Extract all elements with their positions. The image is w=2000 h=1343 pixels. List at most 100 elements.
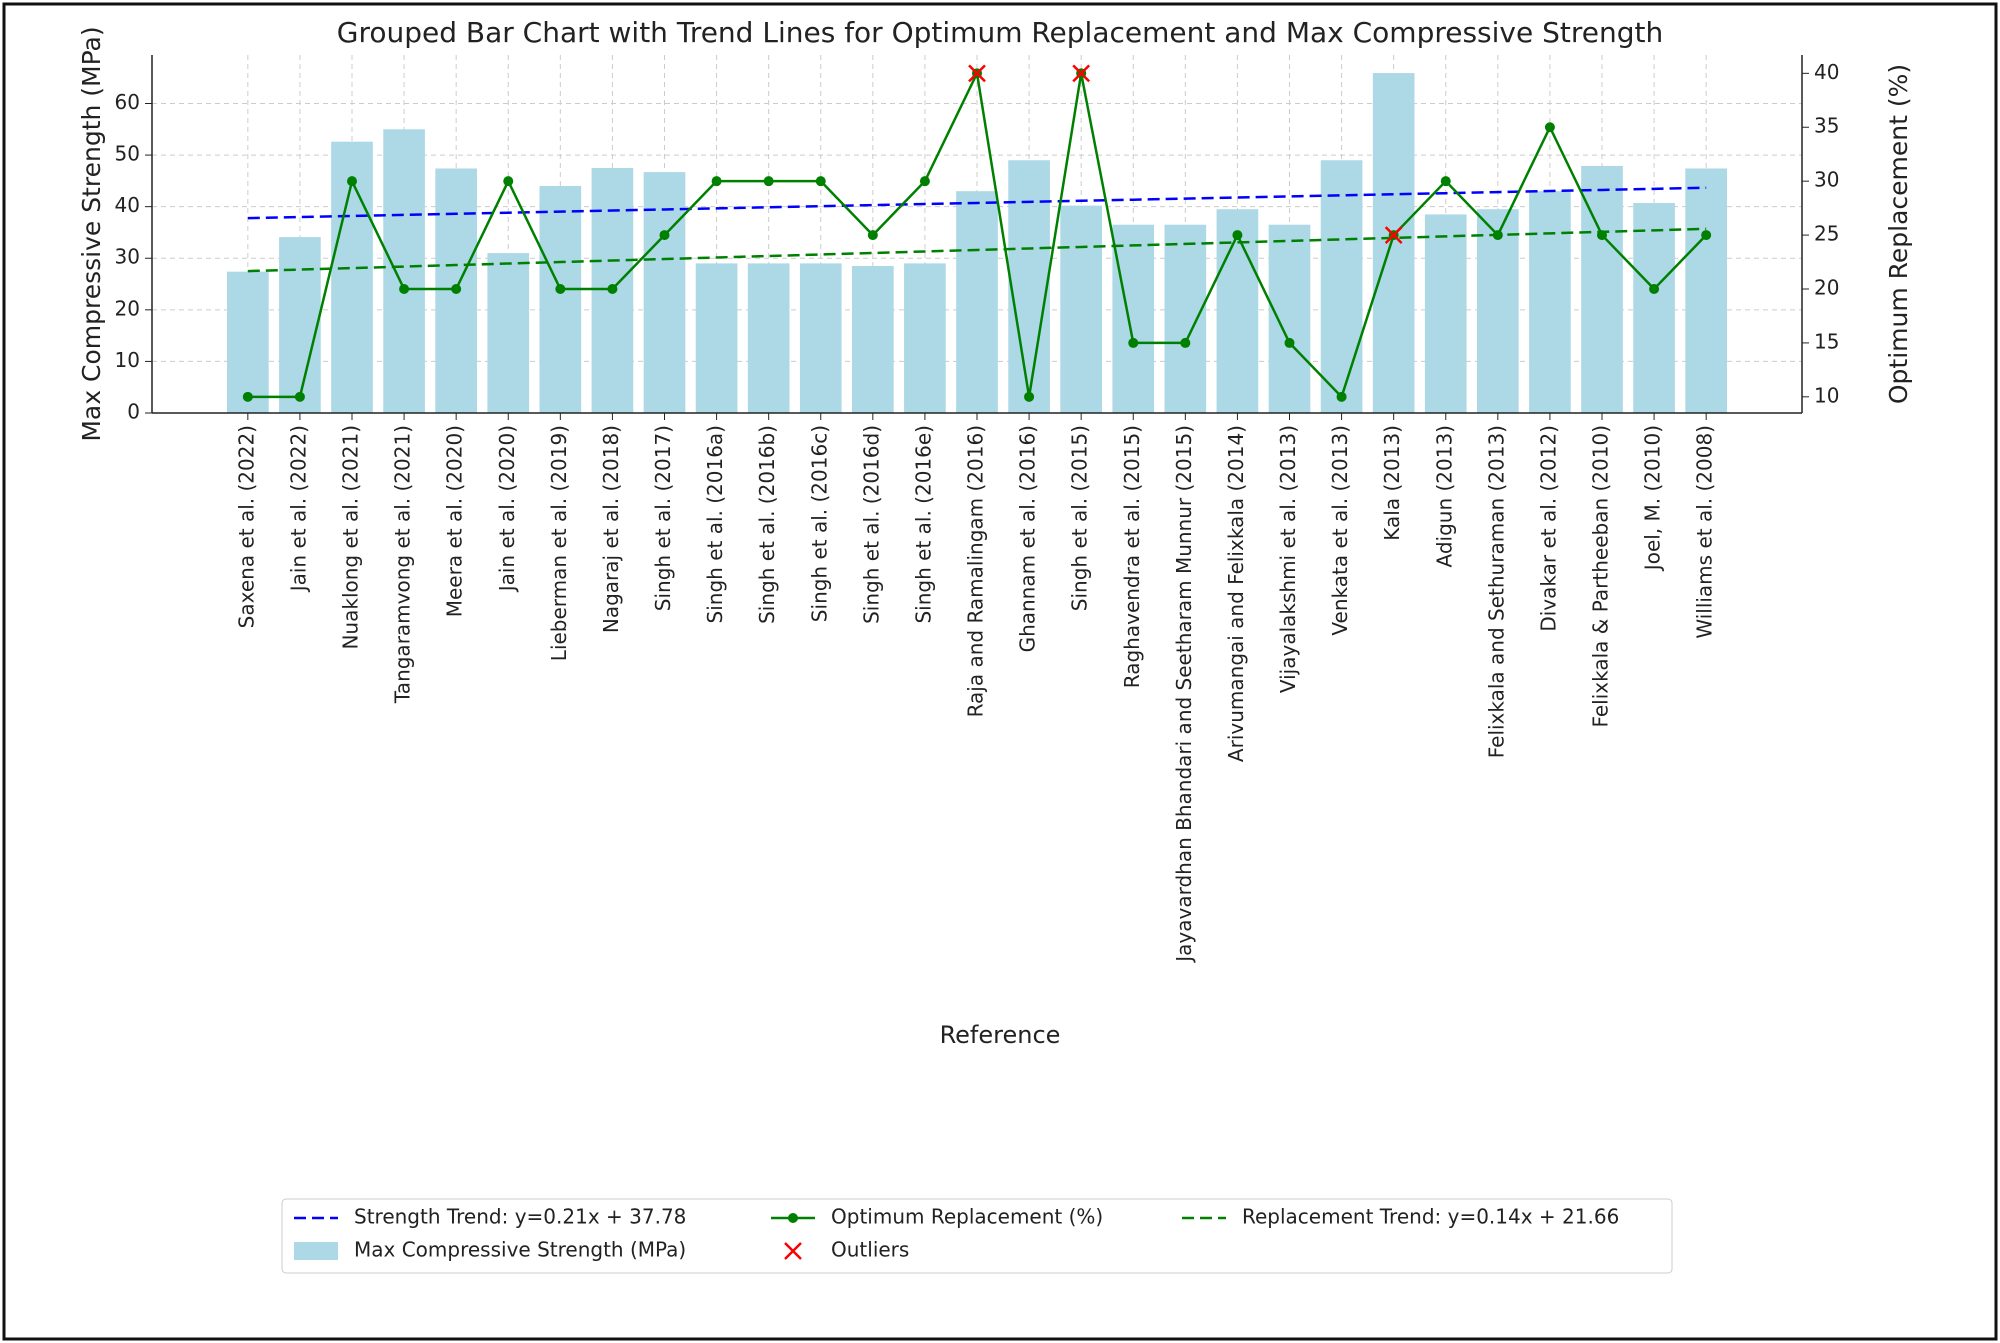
- x-tick-label: Divakar et al. (2012): [1536, 425, 1560, 632]
- bar: [695, 263, 738, 413]
- legend: Strength Trend: y=0.21x + 37.78 Max Compr…: [281, 1198, 1673, 1274]
- legend-box: [281, 1198, 1673, 1274]
- y2-axis-label: Optimum Replacement (%): [1884, 64, 1913, 404]
- point: [503, 176, 514, 187]
- bar: [1268, 224, 1311, 413]
- y-tick-label: 20: [115, 296, 140, 320]
- bar: [904, 263, 946, 413]
- x-tick-label: Saxena et al. (2022): [234, 425, 258, 628]
- legend-label: Max Compressive Strength (MPa): [354, 1238, 686, 1262]
- x-tick-label: Jain et al. (2020): [495, 425, 519, 593]
- y2-tick-label: 40: [1814, 60, 1839, 84]
- legend-label: Optimum Replacement (%): [831, 1205, 1103, 1229]
- bar: [383, 129, 425, 414]
- point: [1232, 230, 1243, 241]
- point: [763, 176, 774, 187]
- bar: [331, 141, 373, 413]
- legend-label: Replacement Trend: y=0.14x + 21.66: [1242, 1205, 1619, 1229]
- x-tick-label: Jayavardhan Bhandari and Seetharam Munnu…: [1172, 425, 1196, 964]
- point: [1701, 230, 1712, 241]
- x-tick-label: Singh et al. (2016b): [755, 425, 779, 624]
- x-tick-label: Felixkala & Partheeban (2010): [1589, 425, 1613, 728]
- bar: [1372, 73, 1415, 414]
- point: [919, 176, 930, 187]
- point: [1180, 337, 1191, 348]
- point: [815, 176, 826, 187]
- point: [1544, 122, 1555, 133]
- x-tick-label: Lieberman et al. (2019): [547, 425, 571, 661]
- bar: [487, 253, 530, 413]
- x-tick-label: Nagaraj et al. (2018): [599, 425, 623, 633]
- point: [1336, 391, 1347, 402]
- y-tick-label: 0: [127, 400, 140, 424]
- bar: [643, 172, 686, 413]
- y2-tick-label: 25: [1814, 222, 1839, 246]
- bar: [1685, 168, 1727, 413]
- chart-title: Grouped Bar Chart with Trend Lines for O…: [337, 16, 1664, 49]
- x-tick-label: Singh et al. (2016a): [703, 425, 727, 623]
- x-tick-label: Jain et al. (2022): [286, 425, 310, 593]
- x-tick-label: Singh et al. (2016d): [859, 425, 883, 624]
- x-tick-label: Nuaklong et al. (2021): [339, 425, 363, 650]
- y-tick-label: 50: [115, 142, 140, 166]
- trend-line: [247, 186, 1707, 220]
- outlier-marker: [1072, 64, 1091, 83]
- bar: [747, 263, 790, 413]
- x-tick-label: Tangaramvong et al. (2021): [391, 425, 415, 704]
- point: [347, 176, 357, 187]
- bar: [956, 191, 998, 413]
- y-tick-label: 30: [115, 245, 140, 269]
- x-tick-label: Arivumangai and Felixkala (2014): [1224, 425, 1248, 762]
- legend-swatch: [294, 1242, 338, 1260]
- point: [607, 283, 618, 294]
- point: [399, 283, 410, 294]
- point: [451, 283, 462, 294]
- point: [242, 391, 253, 402]
- legend-swatch-point: [788, 1213, 798, 1223]
- bar: [1008, 160, 1050, 413]
- bar: [1060, 205, 1102, 413]
- outlier-marker: [968, 64, 986, 83]
- x-axis-label: Reference: [940, 1021, 1061, 1049]
- legend-swatch: [784, 1242, 802, 1260]
- point: [294, 391, 305, 402]
- outlier-marker: [1384, 226, 1403, 244]
- y2-tick-label: 10: [1814, 383, 1839, 407]
- point: [1440, 176, 1451, 187]
- bar: [1633, 203, 1675, 413]
- x-tick-label: Meera et al. (2020): [443, 425, 467, 617]
- bar: [1320, 160, 1363, 413]
- x-tick-label: Ghannam et al. (2016): [1016, 425, 1040, 652]
- y-tick-label: 10: [115, 348, 140, 372]
- point: [555, 283, 566, 294]
- x-tick-label: Joel, M. (2010): [1641, 425, 1665, 572]
- y-axis-label: Max Compressive Strength (MPa): [77, 26, 106, 441]
- trend-line: [247, 227, 1707, 273]
- bar: [539, 186, 582, 413]
- x-tick-label: Singh et al. (2016e): [911, 425, 935, 624]
- x-tick-label: Singh et al. (2016c): [807, 425, 831, 622]
- bar: [227, 271, 269, 413]
- y2-tick-label: 20: [1814, 275, 1839, 299]
- x-tick-label: Kala (2013): [1380, 425, 1404, 541]
- x-tick-label: Singh et al. (2015): [1068, 425, 1092, 611]
- y2-tick-label: 15: [1814, 329, 1839, 353]
- x-tick-label: Singh et al. (2017): [651, 425, 675, 611]
- y2-tick-label: 35: [1814, 114, 1839, 138]
- y-tick-label: 60: [115, 90, 140, 114]
- x-tick-label: Felixkala and Sethuraman (2013): [1484, 425, 1508, 758]
- point: [1024, 391, 1035, 402]
- bar: [279, 237, 321, 413]
- bar: [1112, 224, 1155, 413]
- point: [1128, 337, 1139, 348]
- x-tick-label: Vijayalakshmi et al. (2013): [1276, 425, 1300, 693]
- x-tick-label: Raghavendra et al. (2015): [1120, 425, 1144, 688]
- point: [867, 230, 878, 241]
- bar: [1529, 191, 1571, 413]
- y-tick-label: 40: [115, 193, 140, 217]
- bar: [1477, 209, 1519, 413]
- point: [659, 230, 670, 241]
- x-tick-label: Adigun (2013): [1432, 425, 1456, 568]
